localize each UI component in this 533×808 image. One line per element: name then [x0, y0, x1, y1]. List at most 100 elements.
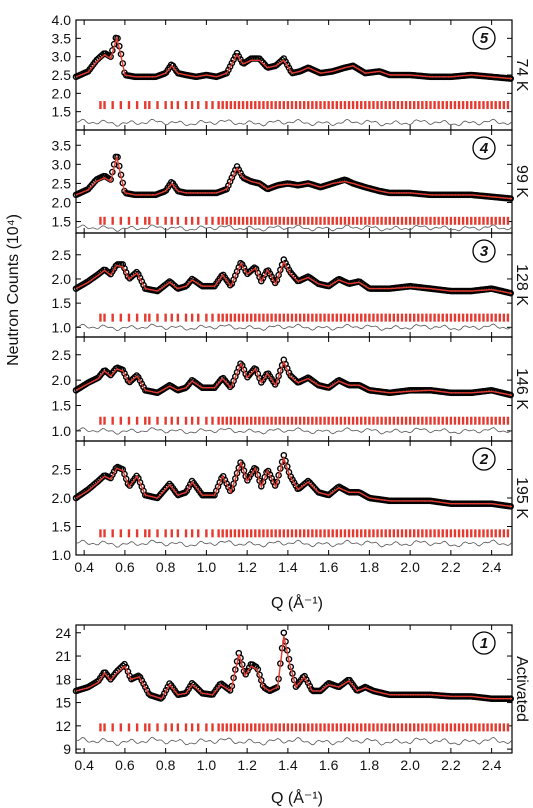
bragg-marker	[205, 723, 208, 732]
bragg-marker	[170, 313, 173, 322]
bragg-marker	[478, 101, 481, 110]
observed-point	[304, 679, 312, 687]
bragg-marker	[307, 416, 310, 425]
bragg-marker	[343, 313, 347, 322]
bragg-marker	[144, 313, 147, 322]
bragg-marker	[270, 529, 273, 538]
bragg-marker	[437, 216, 440, 225]
bragg-marker	[148, 416, 151, 425]
bragg-marker	[404, 723, 408, 732]
bragg-marker	[298, 723, 302, 732]
bragg-marker	[119, 723, 123, 732]
bragg-marker	[482, 416, 485, 425]
bragg-marker	[441, 723, 444, 732]
bragg-marker	[176, 216, 180, 225]
y-tick-label: 2.5	[52, 67, 72, 83]
bragg-marker	[241, 723, 245, 732]
bragg-marker	[453, 529, 457, 538]
bragg-marker	[250, 529, 253, 538]
bragg-marker	[417, 313, 420, 322]
bragg-marker	[262, 313, 265, 322]
observed-point	[138, 380, 146, 388]
calculated-curve	[75, 35, 513, 80]
bragg-marker	[258, 416, 261, 425]
y-tick-label: 9	[63, 741, 71, 757]
bragg-marker	[184, 416, 188, 425]
bragg-marker	[449, 723, 453, 732]
bragg-marker	[429, 723, 432, 732]
bragg-marker	[221, 313, 224, 322]
bragg-marker	[449, 216, 453, 225]
temperature-label: Activated	[513, 656, 530, 722]
bragg-marker	[164, 416, 167, 425]
bragg-marker	[250, 216, 253, 225]
bragg-marker	[502, 313, 506, 322]
bragg-marker	[111, 529, 114, 538]
observed-point	[318, 686, 326, 693]
bragg-marker	[478, 216, 481, 225]
observed-point	[320, 684, 327, 692]
bragg-marker	[486, 723, 489, 732]
panel-number-badge	[472, 136, 496, 160]
bragg-marker	[254, 416, 257, 425]
bragg-marker	[482, 101, 485, 110]
bragg-marker	[323, 216, 326, 225]
observed-point	[195, 686, 203, 694]
bragg-marker	[425, 101, 428, 110]
bragg-marker	[127, 416, 131, 425]
bragg-marker	[290, 101, 294, 110]
bragg-marker	[286, 723, 290, 732]
difference-curve	[75, 539, 513, 548]
x-tick-label: 1.0	[197, 757, 217, 773]
bragg-marker	[441, 101, 444, 110]
bragg-marker	[388, 216, 391, 225]
panel-number-label: 5	[480, 30, 489, 47]
bragg-marker	[449, 529, 453, 538]
bragg-marker	[404, 101, 408, 110]
bragg-marker	[465, 723, 469, 732]
bragg-marker	[376, 313, 379, 322]
bragg-marker	[404, 416, 408, 425]
difference-curve	[75, 323, 513, 332]
bragg-marker	[486, 216, 489, 225]
bragg-marker	[307, 529, 310, 538]
observed-point	[223, 69, 230, 77]
bragg-marker	[278, 216, 281, 225]
bragg-marker	[205, 529, 208, 538]
bragg-marker	[241, 529, 245, 538]
bragg-marker	[486, 101, 489, 110]
bragg-marker	[254, 101, 257, 110]
y-tick-label: 2.0	[52, 490, 72, 506]
bragg-marker	[429, 529, 432, 538]
bragg-marker	[429, 313, 432, 322]
bragg-marker	[327, 216, 330, 225]
temperature-label: 195 K	[513, 477, 530, 519]
bragg-marker	[311, 101, 314, 110]
bragg-marker	[233, 101, 237, 110]
bragg-marker	[211, 216, 214, 225]
bragg-marker	[184, 313, 188, 322]
bragg-marker	[425, 313, 428, 322]
bragg-marker	[421, 313, 424, 322]
observed-point	[306, 682, 314, 690]
bragg-marker	[237, 313, 241, 322]
bragg-marker	[245, 416, 249, 425]
y-tick-label: 1.5	[52, 214, 72, 230]
bragg-marker	[465, 101, 469, 110]
bragg-marker	[421, 529, 424, 538]
bragg-marker	[197, 216, 200, 225]
bragg-marker	[327, 416, 330, 425]
bragg-marker	[331, 101, 334, 110]
bragg-marker	[461, 313, 465, 322]
x-tick-label: 1.6	[319, 559, 339, 575]
bragg-marker	[221, 416, 224, 425]
bragg-marker	[274, 313, 277, 322]
panel-number-badge	[472, 239, 496, 263]
bragg-marker	[254, 216, 257, 225]
bragg-marker	[258, 101, 261, 110]
bragg-marker	[307, 313, 310, 322]
bragg-marker	[502, 416, 506, 425]
bragg-marker	[433, 723, 436, 732]
bragg-marker	[225, 529, 228, 538]
